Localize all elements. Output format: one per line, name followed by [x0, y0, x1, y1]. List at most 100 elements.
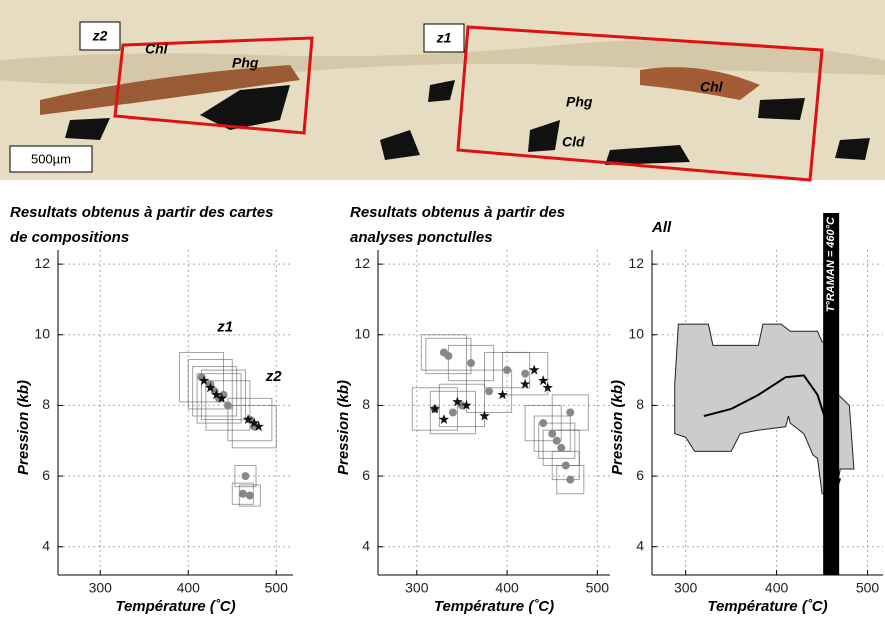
star-point — [542, 382, 553, 393]
x-tick-label: 300 — [674, 580, 698, 596]
error-box — [465, 369, 513, 414]
star-point — [429, 403, 441, 414]
y-tick-label: 6 — [636, 467, 644, 483]
y-tick-label: 4 — [636, 537, 644, 553]
mineral-label: Chl — [700, 79, 724, 95]
y-axis-label: Pression (kb) — [15, 380, 32, 475]
mineral-label: Phg — [232, 55, 259, 71]
star-point — [253, 421, 264, 432]
error-box — [438, 383, 486, 428]
star-point — [528, 364, 540, 375]
error-box — [231, 404, 277, 449]
zone-box — [456, 25, 824, 182]
point — [485, 387, 494, 396]
error-box — [556, 464, 585, 495]
opaque — [605, 145, 690, 165]
y-tick-label: 10 — [628, 325, 644, 341]
point — [521, 369, 530, 378]
raman-label: T°RAMAN = 460°C — [825, 216, 837, 312]
point — [444, 351, 453, 360]
error-box — [420, 334, 467, 371]
opaque — [200, 85, 290, 130]
y-tick-label: 8 — [362, 396, 370, 412]
y-tick-label: 10 — [354, 325, 370, 341]
scale-bar-label: 500µm — [31, 151, 71, 166]
opaque — [65, 118, 110, 140]
annotation: z1 — [216, 319, 233, 336]
zone-label: z2 — [92, 28, 108, 44]
point — [457, 401, 466, 410]
y-tick-label: 4 — [42, 537, 50, 553]
x-axis-label: Température (˚C) — [115, 598, 235, 615]
error-box — [234, 464, 257, 488]
mineral-label: Chl — [145, 41, 169, 57]
point — [561, 461, 570, 470]
chlorite — [640, 67, 760, 100]
chart-title: Resultats obtenus à partir des cartes — [10, 204, 273, 221]
point — [503, 366, 512, 375]
error-box — [192, 366, 238, 417]
x-tick-label: 500 — [586, 580, 610, 596]
x-tick-label: 500 — [856, 580, 880, 596]
y-tick-label: 8 — [636, 396, 644, 412]
label-box — [423, 23, 465, 53]
y-tick-label: 4 — [362, 537, 370, 553]
chart-title: analyses ponctulles — [350, 229, 493, 246]
opaque — [528, 120, 560, 152]
point — [466, 359, 475, 368]
x-tick-label: 400 — [765, 580, 789, 596]
chart-title: de compositions — [10, 229, 129, 246]
x-tick-label: 300 — [89, 580, 113, 596]
x-tick-label: 300 — [405, 580, 429, 596]
error-box — [502, 351, 549, 396]
plot-area — [58, 250, 293, 575]
chart-title: All — [651, 219, 672, 236]
annotation: z2 — [265, 368, 283, 385]
pt-path — [703, 374, 842, 493]
point — [245, 491, 254, 500]
point — [241, 472, 250, 481]
point — [539, 419, 548, 428]
point — [223, 401, 232, 410]
star-point — [211, 389, 222, 400]
y-tick-label: 8 — [42, 396, 50, 412]
point — [566, 475, 575, 484]
star-point — [538, 375, 549, 386]
chart-title: Resultats obtenus à partir des — [350, 204, 565, 221]
point — [548, 429, 557, 438]
error-box — [425, 337, 472, 375]
x-tick-label: 500 — [265, 580, 289, 596]
error-box — [411, 387, 458, 431]
y-tick-label: 10 — [34, 325, 50, 341]
star-point — [249, 417, 260, 428]
x-tick-label: 400 — [495, 580, 519, 596]
point — [448, 408, 457, 417]
mineral-label: Cld — [562, 134, 585, 150]
star-point — [461, 399, 472, 410]
star-point — [497, 389, 508, 400]
point — [238, 489, 247, 498]
opaque — [758, 98, 805, 120]
opaque — [380, 130, 420, 160]
zone-label: z1 — [436, 30, 452, 46]
micrograph: z2 z1 Chl Phg Chl Phg Cld 500µm — [0, 0, 885, 182]
point — [566, 408, 575, 417]
chlorite — [40, 65, 300, 115]
star-point — [438, 414, 450, 424]
y-axis-label: Pression (kb) — [609, 380, 626, 475]
star-point — [479, 410, 490, 421]
x-axis-label: Température (˚C) — [434, 598, 554, 615]
error-box — [227, 397, 273, 442]
star-point — [519, 378, 531, 389]
star-point — [198, 375, 210, 386]
y-tick-label: 6 — [42, 467, 50, 483]
opaque — [428, 80, 455, 102]
point — [552, 436, 561, 445]
label-box — [79, 21, 121, 51]
y-tick-label: 6 — [362, 467, 370, 483]
point — [557, 443, 566, 452]
scale-bar — [9, 145, 93, 173]
error-box — [551, 394, 589, 431]
x-tick-label: 400 — [177, 580, 201, 596]
